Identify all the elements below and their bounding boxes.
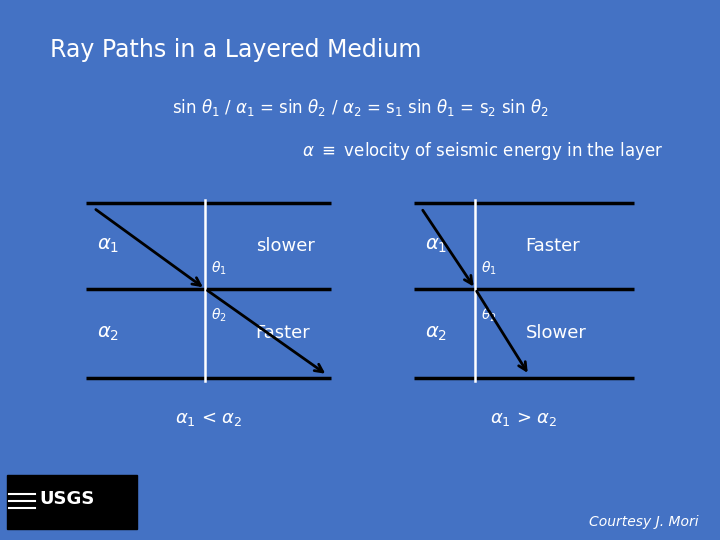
Text: science for a changing world: science for a changing world (7, 521, 128, 530)
Text: Ray Paths in a Layered Medium: Ray Paths in a Layered Medium (50, 38, 422, 62)
Text: sin $\theta_1$ / $\alpha_1$ = sin $\theta_2$ / $\alpha_2$ = s$_1$ sin $\theta_1$: sin $\theta_1$ / $\alpha_1$ = sin $\thet… (171, 97, 549, 118)
Text: slower: slower (256, 237, 315, 255)
Text: $\alpha_1$ < $\alpha_2$: $\alpha_1$ < $\alpha_2$ (175, 410, 243, 428)
Text: Faster: Faster (256, 325, 310, 342)
Text: $\alpha_2$: $\alpha_2$ (425, 324, 447, 343)
Text: $\theta_2$: $\theta_2$ (211, 306, 227, 323)
Text: Slower: Slower (526, 325, 587, 342)
Text: USGS: USGS (40, 490, 95, 509)
Bar (7, 475, 137, 529)
Text: $\alpha_1$: $\alpha_1$ (97, 236, 120, 255)
Text: Faster: Faster (526, 237, 580, 255)
Text: $\theta_2$: $\theta_2$ (481, 306, 497, 323)
Text: $\theta_1$: $\theta_1$ (481, 260, 497, 277)
Text: $\theta_1$: $\theta_1$ (211, 260, 227, 277)
Text: $\alpha$ $\equiv$ velocity of seismic energy in the layer: $\alpha$ $\equiv$ velocity of seismic en… (302, 140, 664, 163)
Text: $\alpha_2$: $\alpha_2$ (97, 324, 120, 343)
Text: Courtesy J. Mori: Courtesy J. Mori (589, 515, 698, 529)
Text: $\alpha_1$: $\alpha_1$ (425, 236, 447, 255)
Text: $\alpha_1$ > $\alpha_2$: $\alpha_1$ > $\alpha_2$ (490, 410, 557, 428)
